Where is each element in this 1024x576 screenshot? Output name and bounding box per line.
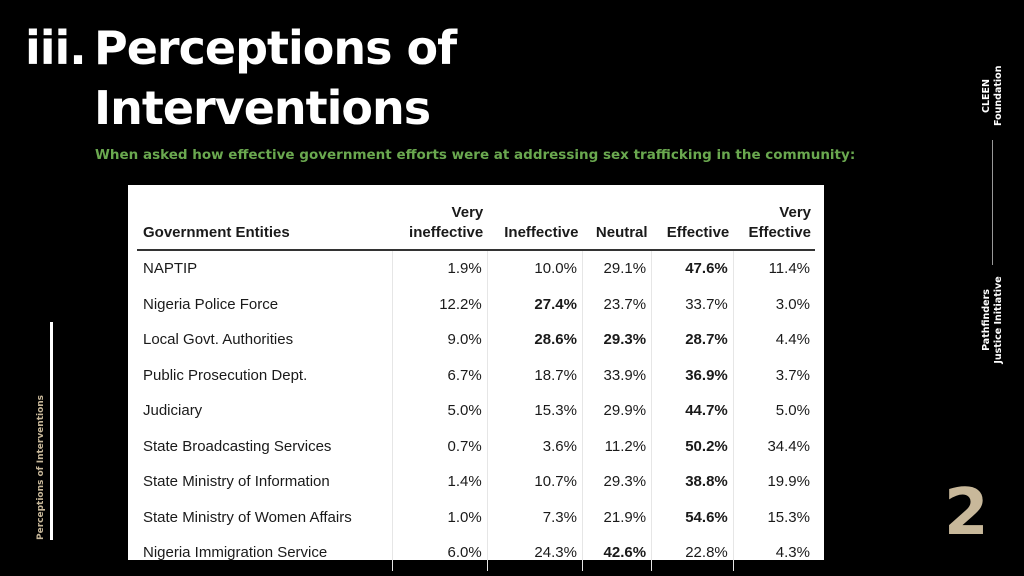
cell-entity: State Ministry of Women Affairs xyxy=(137,499,393,535)
page-number: 2 xyxy=(944,476,989,550)
cell-effective: 50.2% xyxy=(651,428,734,464)
org-label-cleen: CLEEN Foundation xyxy=(981,66,1005,126)
cell-ineffective: 10.0% xyxy=(487,250,583,287)
cell-effective: 28.7% xyxy=(651,322,734,358)
header-effective: Effective xyxy=(651,191,734,251)
cell-effective: 47.6% xyxy=(651,250,734,287)
cell-very-ineffective: 0.7% xyxy=(392,428,488,464)
cell-effective: 44.7% xyxy=(651,393,734,429)
cell-entity: Public Prosecution Dept. xyxy=(137,357,393,393)
cell-ineffective: 10.7% xyxy=(487,464,583,500)
results-table: Government Entities Very ineffective Ine… xyxy=(137,191,815,571)
header-very-ineffective-line2: ineffective xyxy=(409,224,484,241)
cell-entity: Nigeria Police Force xyxy=(137,286,393,322)
cell-very-effective: 34.4% xyxy=(767,437,810,455)
cell-very-effective: 5.0% xyxy=(775,402,810,420)
cell-effective: 33.7% xyxy=(651,286,734,322)
cell-effective: 54.6% xyxy=(651,499,734,535)
cell-very-effective: 3.7% xyxy=(775,366,810,384)
cell-ineffective: 18.7% xyxy=(487,357,583,393)
sidebar-divider xyxy=(50,322,53,540)
cell-ineffective: 15.3% xyxy=(487,393,583,429)
cell-neutral: 42.6% xyxy=(582,535,653,571)
cell-neutral: 29.9% xyxy=(582,393,653,429)
cell-neutral: 33.9% xyxy=(582,357,653,393)
cell-very-ineffective: 1.4% xyxy=(392,464,488,500)
cell-effective: 22.8% xyxy=(651,535,734,571)
cell-neutral: 29.3% xyxy=(582,464,653,500)
table-row: State Ministry of Women Affairs 1.0% 7.3… xyxy=(137,499,815,535)
cell-neutral: 21.9% xyxy=(582,499,653,535)
org-pathfinders-line2: Justice Initiative xyxy=(993,276,1004,364)
section-number: iii. xyxy=(25,21,87,75)
cell-very-ineffective: 1.0% xyxy=(392,499,488,535)
title-line-2: Interventions xyxy=(94,81,431,135)
cell-very-ineffective: 6.0% xyxy=(392,535,488,571)
title-line-1: Perceptions of xyxy=(94,21,457,75)
cell-ineffective: 27.4% xyxy=(487,286,583,322)
org-cleen-line1: CLEEN xyxy=(981,79,992,113)
table-row: Nigeria Police Force 12.2% 27.4% 23.7% 3… xyxy=(137,286,815,322)
cell-entity: NAPTIP xyxy=(137,250,393,287)
cell-very-effective: 3.0% xyxy=(775,295,810,313)
cell-very-ineffective: 5.0% xyxy=(392,393,488,429)
header-very-effective-line1: Very xyxy=(779,204,811,221)
header-very-ineffective-line1: Very xyxy=(451,204,484,221)
cell-very-ineffective: 9.0% xyxy=(392,322,488,358)
table-row: Public Prosecution Dept. 6.7% 18.7% 33.9… xyxy=(137,357,815,393)
results-table-card: Government Entities Very ineffective Ine… xyxy=(128,185,824,571)
cell-very-effective: 19.9% xyxy=(767,473,810,491)
table-row: Nigeria Immigration Service 6.0% 24.3% 4… xyxy=(137,535,815,571)
cell-very-effective: 4.4% xyxy=(775,331,810,349)
table-row: NAPTIP 1.9% 10.0% 29.1% 47.6% 11.4% xyxy=(137,250,815,287)
cell-effective: 38.8% xyxy=(651,464,734,500)
cell-very-effective: 11.4% xyxy=(768,260,810,278)
right-divider xyxy=(992,140,993,265)
table-row: State Ministry of Information 1.4% 10.7%… xyxy=(137,464,815,500)
cell-ineffective: 7.3% xyxy=(487,499,583,535)
cell-ineffective: 24.3% xyxy=(487,535,583,571)
cell-very-effective: 4.3% xyxy=(775,544,810,562)
cell-neutral: 29.3% xyxy=(582,322,653,358)
cell-entity: Judiciary xyxy=(137,393,393,429)
header-very-ineffective: Very ineffective xyxy=(392,191,488,251)
cell-very-ineffective: 12.2% xyxy=(392,286,488,322)
cell-entity: Nigeria Immigration Service xyxy=(137,535,393,571)
cell-ineffective: 28.6% xyxy=(487,322,583,358)
sidebar-section-label: Perceptions of Interventions xyxy=(36,394,46,540)
header-very-effective: Very Effective xyxy=(733,191,815,251)
cell-entity: State Ministry of Information xyxy=(137,464,393,500)
org-cleen-line2: Foundation xyxy=(993,65,1004,126)
cell-ineffective: 3.6% xyxy=(487,428,583,464)
table-row: State Broadcasting Services 0.7% 3.6% 11… xyxy=(137,428,815,464)
table-header-row: Government Entities Very ineffective Ine… xyxy=(137,191,815,251)
page-title: Perceptions of Interventions xyxy=(94,18,457,138)
table-row: Judiciary 5.0% 15.3% 29.9% 44.7% 5.0% xyxy=(137,393,815,429)
cell-neutral: 29.1% xyxy=(582,250,653,287)
subtitle: When asked how effective government effo… xyxy=(95,147,856,163)
table-row: Local Govt. Authorities 9.0% 28.6% 29.3%… xyxy=(137,322,815,358)
cell-entity: State Broadcasting Services xyxy=(137,428,393,464)
cell-entity: Local Govt. Authorities xyxy=(137,322,393,358)
org-pathfinders-line1: Pathfinders xyxy=(981,289,992,351)
header-neutral: Neutral xyxy=(582,191,652,251)
cell-very-effective: 15.3% xyxy=(767,508,810,526)
header-very-effective-line2: Effective xyxy=(748,224,811,241)
cell-neutral: 23.7% xyxy=(582,286,653,322)
header-entities: Government Entities xyxy=(137,191,393,251)
org-label-pathfinders: Pathfinders Justice Initiative xyxy=(981,276,1005,364)
header-ineffective: Ineffective xyxy=(487,191,583,251)
cell-very-ineffective: 1.9% xyxy=(392,250,488,287)
cell-very-ineffective: 6.7% xyxy=(392,357,488,393)
cell-neutral: 11.2% xyxy=(582,428,653,464)
cell-effective: 36.9% xyxy=(651,357,734,393)
